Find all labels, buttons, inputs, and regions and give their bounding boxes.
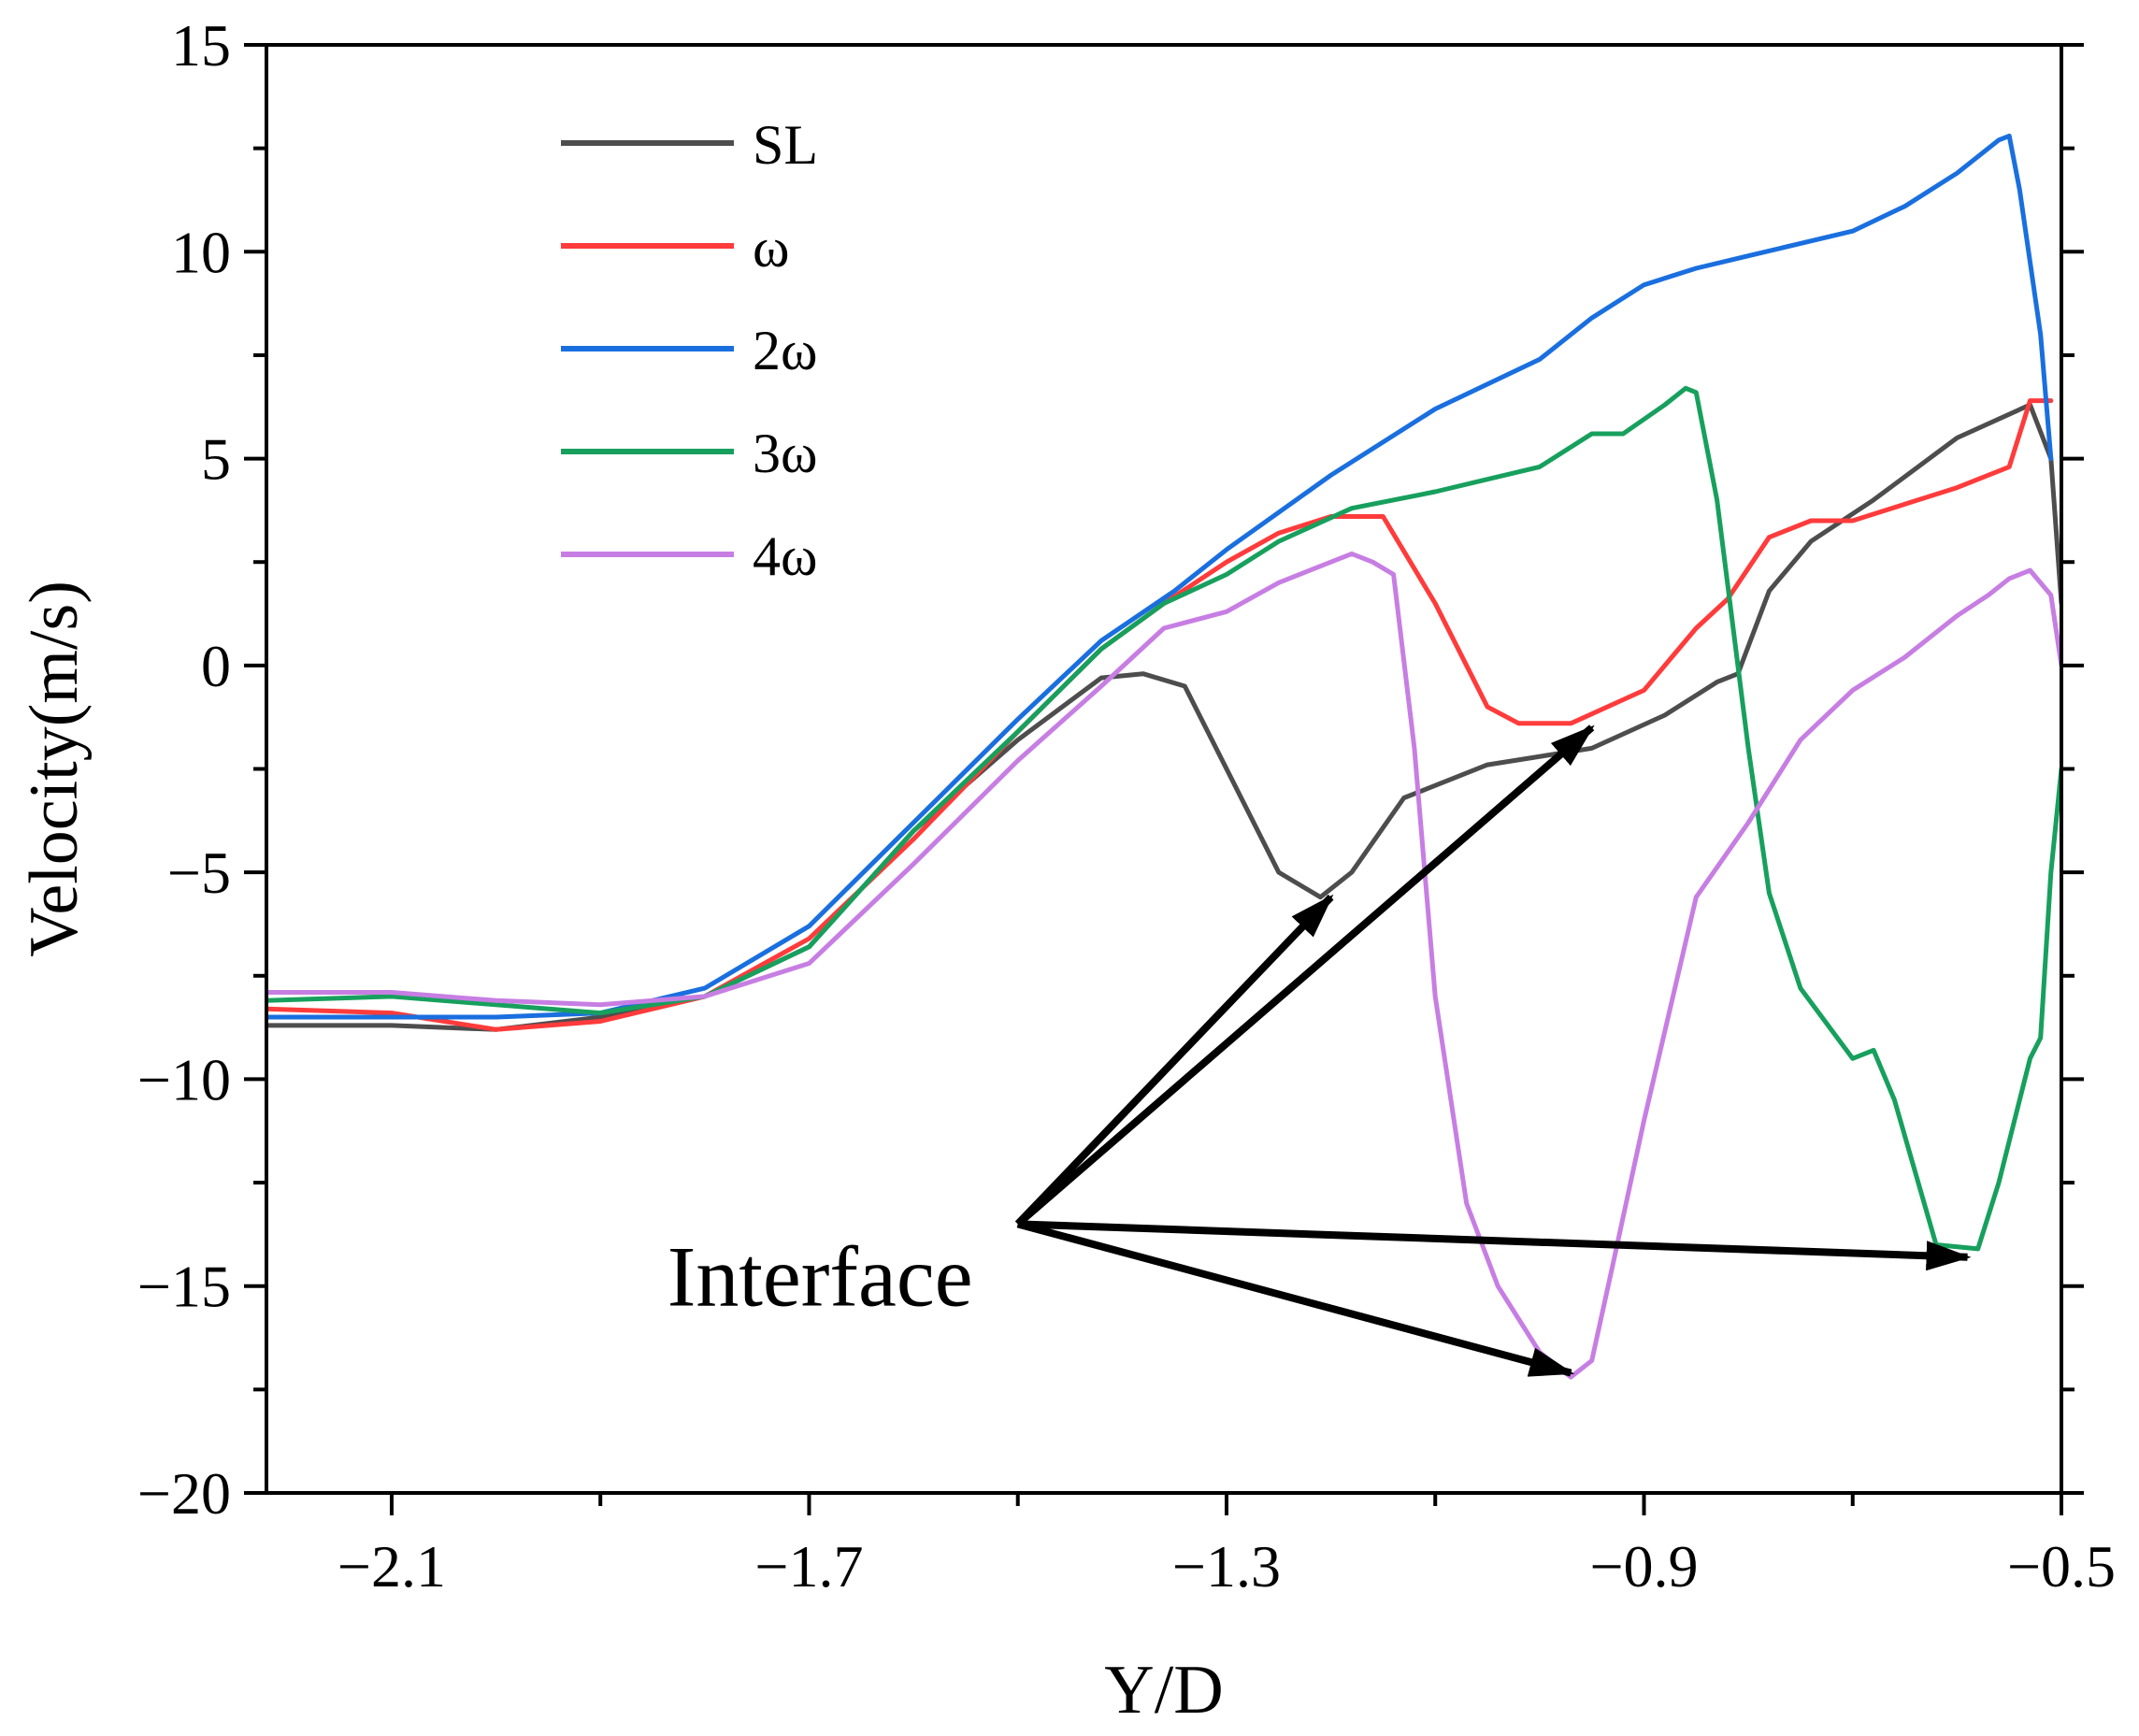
series-line-4 <box>266 551 2061 1380</box>
annotation-arrow <box>1014 894 1334 1227</box>
y-tick-label: 10 <box>171 219 231 285</box>
annotation-text: Interface <box>668 1228 973 1324</box>
x-tick-label: −1.7 <box>754 1533 863 1600</box>
y-tick-label: 5 <box>201 426 231 493</box>
legend-label: 2ω <box>753 320 818 381</box>
y-tick-label: −10 <box>137 1046 231 1112</box>
y-tick-label: −15 <box>137 1254 231 1320</box>
annotation-arrow <box>1017 1220 1972 1271</box>
x-tick-label: −2.1 <box>337 1533 446 1600</box>
y-axis-title: Velocity(m/s) <box>16 581 93 957</box>
series-line-2 <box>266 133 2054 1020</box>
x-tick-label: −0.5 <box>2007 1533 2116 1600</box>
annotation-arrow <box>1015 725 1595 1227</box>
plot-frame <box>265 43 2063 1495</box>
legend-label: 4ω <box>753 525 818 587</box>
annotation: Interface <box>668 725 1972 1377</box>
series-line-3 <box>266 385 2061 1252</box>
y-tick-label: −20 <box>137 1460 231 1527</box>
legend-label: SL <box>753 114 818 176</box>
x-axis-title: Y/D <box>1104 1652 1223 1729</box>
legend-label: 3ω <box>753 423 818 484</box>
annotation-arrow <box>1016 1220 1575 1377</box>
y-tick-label: 0 <box>201 633 231 699</box>
legend: SL ω 2ω 3ω 4ω <box>561 114 818 587</box>
y-tick-label: −5 <box>167 839 231 906</box>
series-line-1 <box>266 398 2054 1032</box>
x-tick-label: −0.9 <box>1589 1533 1698 1600</box>
legend-label: ω <box>753 217 790 279</box>
y-tick-label: 15 <box>171 12 231 79</box>
series-line-0 <box>266 402 2061 1032</box>
x-tick-label: −1.3 <box>1172 1533 1281 1600</box>
